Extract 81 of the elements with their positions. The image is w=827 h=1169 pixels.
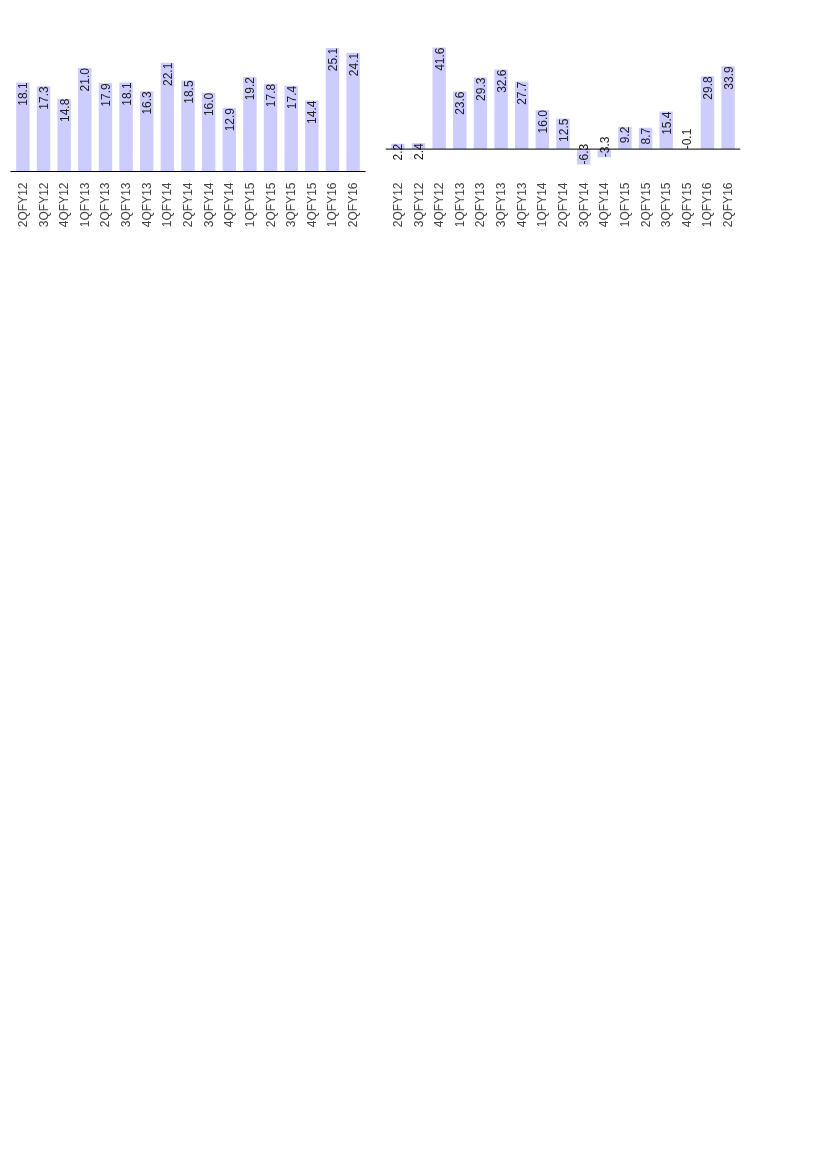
- x-tick-label: 1QFY13: [77, 182, 92, 228]
- bar: [346, 52, 360, 172]
- x-tick-label: 2QFY12: [390, 182, 405, 228]
- data-label: 21.0: [78, 67, 93, 92]
- x-tick-label: 4QFY15: [304, 182, 319, 228]
- x-tick-label: 2QFY15: [638, 182, 653, 228]
- data-label: 18.1: [16, 82, 31, 106]
- data-label: 29.8: [700, 76, 715, 100]
- data-label: 14.4: [305, 100, 320, 124]
- x-tick-label: 2QFY13: [473, 182, 488, 228]
- data-label: -0.1: [680, 128, 695, 150]
- data-label: 19.2: [243, 76, 258, 101]
- data-label: 17.8: [264, 83, 279, 108]
- bar: [284, 85, 298, 172]
- x-tick-label: 3QFY13: [494, 182, 509, 228]
- data-label: 16.3: [140, 90, 155, 115]
- data-label: 15.4: [659, 111, 674, 135]
- data-label: 14.8: [57, 98, 72, 122]
- bar: [181, 80, 195, 172]
- x-tick-label: 2QFY12: [15, 182, 30, 228]
- x-tick-label: 3QFY13: [119, 182, 134, 228]
- x-tick-label: 1QFY16: [325, 182, 340, 228]
- data-label: 17.4: [284, 85, 299, 110]
- x-tick-label: 3QFY14: [576, 182, 591, 228]
- x-tick-label: 4QFY14: [222, 182, 237, 228]
- bar: [325, 47, 340, 172]
- bar: [78, 68, 92, 172]
- x-tick-label: 4QFY12: [57, 182, 72, 228]
- data-label: 32.6: [494, 69, 509, 93]
- data-label: 9.2: [618, 126, 633, 144]
- data-label: 24.1: [346, 52, 361, 77]
- x-tick-label: 1QFY14: [160, 182, 175, 228]
- data-label: 17.3: [37, 85, 52, 110]
- bar: [57, 98, 71, 172]
- x-tick-label: 1QFY15: [617, 182, 632, 228]
- bar: [243, 76, 257, 172]
- x-tick-label: 1QFY13: [452, 182, 467, 228]
- bar: [16, 82, 30, 172]
- x-tick-label: 2QFY15: [263, 182, 278, 228]
- bar: [494, 69, 508, 150]
- data-label: 25.1: [325, 47, 340, 72]
- x-tick-label: 1QFY15: [242, 182, 257, 228]
- data-label: -3.3: [597, 136, 612, 158]
- x-tick-label: 3QFY15: [284, 182, 299, 228]
- x-tick-label: 2QFY14: [556, 182, 570, 228]
- x-tick-label: 1QFY16: [700, 182, 715, 228]
- x-tick-label: 4QFY13: [139, 182, 154, 228]
- data-label: 41.6: [432, 47, 447, 71]
- x-tick-label: 2QFY13: [98, 182, 113, 228]
- data-label: 27.7: [515, 81, 530, 105]
- data-label: -6.3: [577, 143, 592, 165]
- x-tick-label: 4QFY14: [597, 182, 612, 228]
- bar: [432, 47, 446, 150]
- data-label: 8.7: [639, 127, 654, 145]
- data-label: 2.2: [391, 143, 406, 161]
- x-tick-label: 3QFY12: [411, 182, 426, 228]
- x-tick-label: 1QFY14: [535, 182, 550, 228]
- data-label: 23.6: [453, 91, 468, 115]
- data-label: 18.1: [119, 82, 134, 106]
- x-tick-label: 2QFY16: [346, 182, 361, 228]
- x-tick-label: 2QFY14: [181, 182, 195, 228]
- data-label: 33.9: [721, 65, 736, 90]
- data-label: 12.5: [556, 118, 571, 142]
- bar: [119, 82, 133, 172]
- data-label: 18.5: [181, 80, 196, 104]
- x-tick-label: 2QFY16: [721, 182, 736, 228]
- x-tick-label: 3QFY14: [201, 182, 216, 228]
- data-label: 29.3: [473, 77, 488, 101]
- data-label: 22.1: [160, 62, 175, 87]
- data-label: 16.0: [535, 109, 550, 134]
- data-label: 2.4: [412, 142, 427, 160]
- x-tick-label: 3QFY12: [36, 182, 51, 228]
- bar: [305, 100, 319, 172]
- x-tick-label: 4QFY15: [679, 182, 694, 228]
- data-label: 12.9: [222, 107, 237, 132]
- x-tick-label: 4QFY12: [432, 182, 447, 228]
- data-label: 16.0: [202, 92, 217, 117]
- x-tick-label: 4QFY13: [514, 182, 529, 228]
- data-label: 17.9: [98, 83, 113, 107]
- x-tick-label: 3QFY15: [659, 182, 674, 228]
- bar: [721, 66, 735, 150]
